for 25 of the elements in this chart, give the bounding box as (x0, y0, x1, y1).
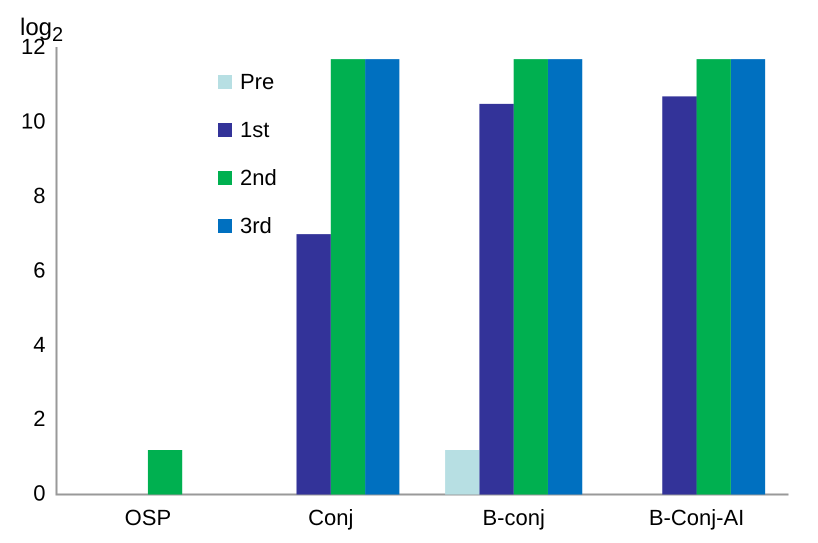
bar (445, 450, 480, 495)
bar (730, 59, 766, 495)
bar (696, 59, 731, 495)
x-tick-label: B-Conj-AI (648, 504, 744, 530)
y-tick-label: 2 (33, 406, 46, 432)
bar (365, 59, 400, 495)
bar (662, 96, 697, 495)
bar (548, 59, 582, 495)
y-tick-label: 4 (33, 332, 46, 357)
y-tick-label: 10 (20, 108, 46, 134)
y-tick-label: 8 (33, 182, 46, 208)
legend-label: Pre (240, 69, 274, 95)
bar (514, 59, 548, 495)
bar (148, 450, 182, 495)
bar (296, 234, 331, 495)
legend-label: 1st (240, 117, 270, 143)
x-tick-label: Conj (308, 504, 354, 530)
x-tick-label: B-conj (482, 504, 545, 530)
y-tick-label: 0 (33, 480, 46, 506)
bar (479, 104, 514, 495)
y-tick-label: 6 (33, 257, 46, 282)
legend-label: 3rd (240, 213, 272, 239)
legend-label: 2nd (240, 165, 277, 191)
bar (330, 59, 366, 495)
x-tick-label: OSP (124, 504, 172, 530)
